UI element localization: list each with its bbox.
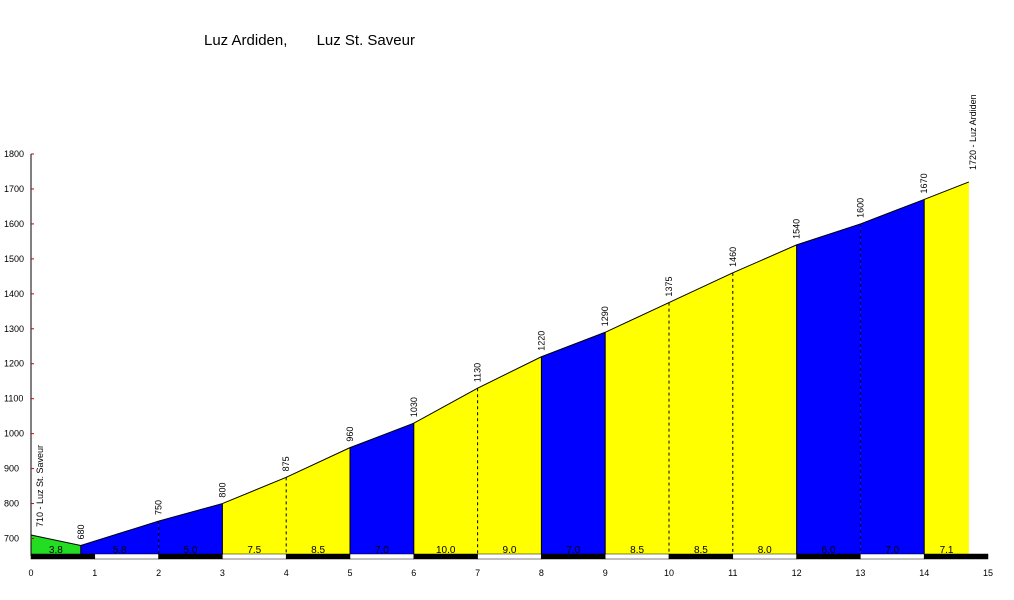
x-tick-label: 8 — [539, 568, 544, 578]
segment-area-9 — [605, 302, 669, 556]
gradient-label: 8.5 — [694, 545, 708, 556]
y-tick-label: 1200 — [4, 359, 24, 369]
km-bar-0 — [30, 553, 96, 560]
elevation-label: 1375 — [664, 277, 674, 297]
gradient-label: 8.0 — [758, 545, 772, 556]
elevation-label: 1290 — [600, 306, 610, 326]
gradient-label: 7.1 — [940, 545, 954, 556]
gradient-label: 7.0 — [566, 545, 580, 556]
x-tick-label: 2 — [156, 568, 161, 578]
km-bar-14 — [923, 553, 989, 560]
segment-area-5 — [350, 423, 414, 556]
elevation-label: 1720 - Luz Ardiden — [968, 94, 978, 170]
elevation-label: 1670 — [919, 173, 929, 193]
y-tick-label: 800 — [4, 499, 19, 509]
y-tick-label: 1100 — [4, 394, 23, 404]
elevation-label: 1460 — [728, 247, 738, 267]
elevation-label: 680 — [76, 524, 86, 539]
elevation-label: 960 — [345, 427, 355, 442]
gradient-label: 3.8 — [49, 545, 63, 556]
y-tick-label: 1700 — [4, 184, 24, 194]
segment-area-11 — [732, 244, 797, 556]
gradient-label: 7.0 — [375, 545, 389, 556]
x-tick-label: 4 — [284, 568, 289, 578]
profile-line — [30, 181, 970, 547]
y-tick-label: 1600 — [4, 219, 24, 229]
elevation-label: 1220 — [536, 331, 546, 351]
segment-area-12 — [796, 223, 861, 557]
y-tick-label: 1500 — [4, 254, 24, 264]
x-tick-label: 9 — [603, 568, 608, 578]
x-tick-label: 14 — [919, 568, 929, 578]
gradient-label: 8.5 — [630, 545, 644, 556]
elevation-label: 710 - Luz St. Saveur — [35, 445, 45, 527]
km-bar-1 — [94, 553, 159, 560]
x-tick-label: 11 — [728, 568, 737, 578]
x-tick-label: 7 — [475, 568, 480, 578]
elevation-label: 1030 — [409, 397, 419, 417]
x-tick-label: 5 — [347, 568, 352, 578]
y-tick-label: 1800 — [4, 149, 24, 159]
gradient-label: 6.0 — [822, 545, 836, 556]
x-tick-label: 1 — [92, 568, 97, 578]
y-tick-label: 900 — [4, 464, 19, 474]
elevation-label: 1130 — [473, 363, 483, 382]
gradient-label: 5.0 — [184, 545, 198, 556]
segment-area-7 — [477, 356, 542, 556]
y-tick-label: 700 — [4, 534, 19, 544]
segment-area-1 — [80, 521, 159, 556]
elevation-label: 1540 — [792, 219, 802, 239]
gradient-label: 9.0 — [503, 545, 517, 556]
x-tick-label: 12 — [792, 568, 802, 578]
segment-area-10 — [669, 272, 733, 556]
gradient-label: 8.5 — [311, 545, 325, 556]
segment-area-6 — [413, 388, 478, 556]
chart-title: Luz Ardiden, Luz St. Saveur — [204, 32, 415, 49]
y-tick-label: 1000 — [4, 429, 24, 439]
gradient-label: 10.0 — [436, 545, 456, 556]
segment-area-0 — [31, 535, 81, 556]
x-tick-label: 0 — [28, 568, 33, 578]
segment-area-3 — [222, 477, 287, 556]
x-tick-label: 3 — [220, 568, 225, 578]
elevation-label: 1600 — [855, 198, 865, 218]
x-tick-label: 13 — [855, 568, 865, 578]
elevation-label: 800 — [217, 483, 227, 498]
segment-area-2 — [158, 503, 223, 556]
elevation-label: 750 — [154, 500, 164, 515]
y-tick-label: 1400 — [4, 289, 24, 299]
y-tick-label: 1300 — [4, 324, 24, 334]
segment-area-13 — [860, 199, 925, 556]
segment-area-14 — [924, 181, 969, 556]
gradient-label: 7.0 — [885, 545, 899, 556]
segment-area-8 — [541, 332, 606, 556]
gradient-label: 5.8 — [113, 545, 127, 556]
elevation-label: 875 — [281, 456, 291, 471]
x-tick-label: 15 — [983, 568, 993, 578]
gradient-label: 7.5 — [247, 545, 261, 556]
x-tick-label: 6 — [411, 568, 416, 578]
segment-area-4 — [286, 447, 350, 556]
x-tick-label: 10 — [664, 568, 674, 578]
